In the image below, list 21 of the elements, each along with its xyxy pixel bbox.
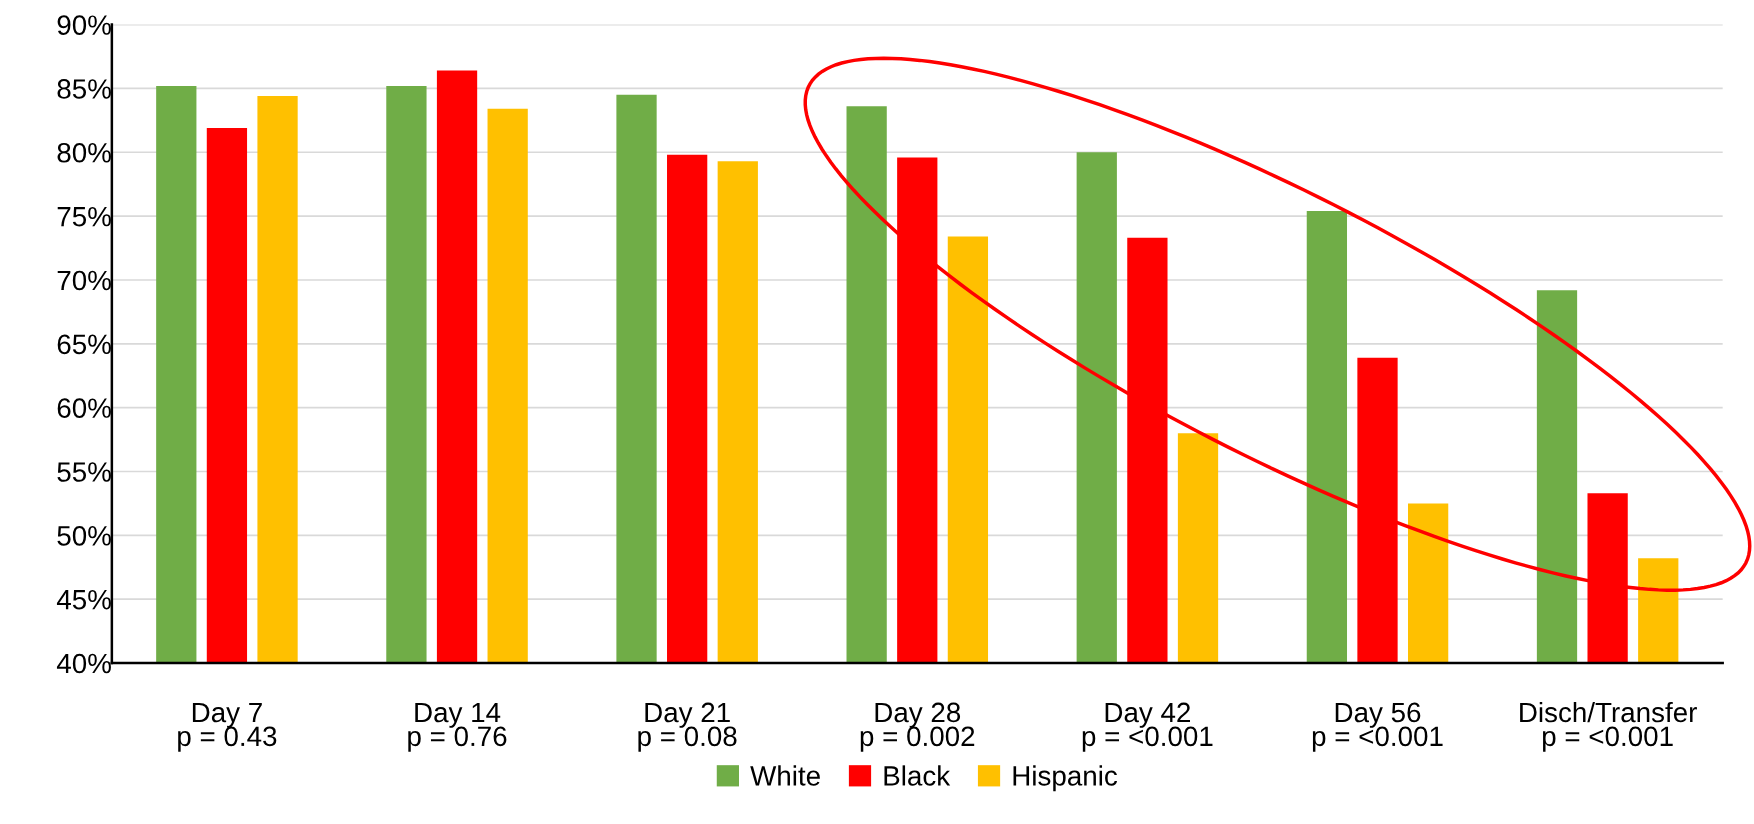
y-tick-label: 75% (57, 206, 111, 227)
y-tick-label: 60% (57, 398, 111, 418)
x-tick-label: Day 14 p = 0.76 (408, 702, 507, 752)
legend-label: White (750, 765, 820, 786)
y-tick-label: 45% (56, 589, 111, 610)
y-tick-label: 55% (57, 462, 111, 482)
y-tick-label: 70% (57, 270, 111, 291)
y-tick-label: 90% (57, 15, 111, 35)
x-tick-label: Day 7 p = 0.43 (178, 702, 277, 752)
y-tick-label: 80% (57, 142, 111, 163)
y-tick-label: 85% (57, 79, 111, 99)
x-tick-label: Day 42 p = <0.001 (1082, 702, 1213, 752)
y-tick-label: 40% (56, 653, 111, 674)
legend-label: Hispanic (1013, 765, 1118, 792)
y-tick-label: 50% (57, 525, 111, 546)
x-tick-label: Day 21 p = 0.08 (638, 702, 737, 752)
legend-label: Black (884, 765, 951, 786)
x-tick-label: Disch/Transfer p = <0.001 (1520, 701, 1697, 752)
x-tick-label: Day 56 p = <0.001 (1312, 702, 1443, 752)
y-tick-label: 65% (57, 334, 111, 355)
x-tick-label: Day 28 p = 0.002 (860, 702, 975, 752)
